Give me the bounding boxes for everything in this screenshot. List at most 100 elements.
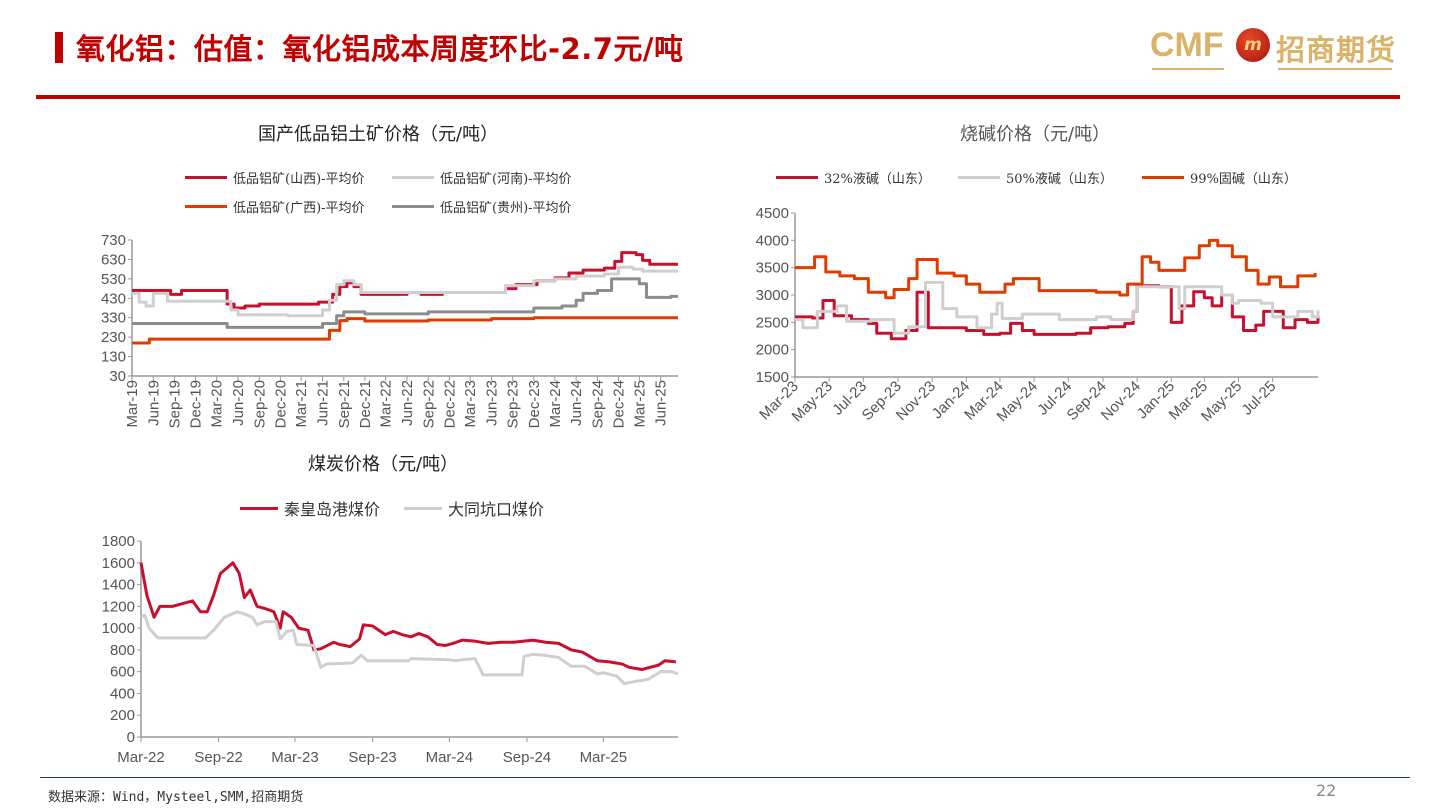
y-tick-label: 600 xyxy=(110,664,135,681)
y-tick-label: 3000 xyxy=(756,287,789,304)
x-tick-label: Mar-24 xyxy=(547,380,564,428)
x-tick-label: Mar-21 xyxy=(293,380,310,428)
x-tick-label: Sep-20 xyxy=(251,380,268,428)
x-tick-label: Sep-21 xyxy=(336,380,353,428)
x-tick-label: Mar-25 xyxy=(631,380,648,428)
y-tick-label: 630 xyxy=(101,251,126,268)
x-tick-label: Mar-23 xyxy=(462,380,479,428)
legend-swatch xyxy=(404,506,442,510)
x-tick-label: Sep-23 xyxy=(348,749,396,766)
x-tick-label: Dec-19 xyxy=(188,380,205,428)
chart3-title: 煤炭价格（元/吨） xyxy=(308,454,459,475)
y-tick-label: 730 xyxy=(101,232,126,249)
logo-chinese: 招商期货 xyxy=(1276,33,1397,67)
x-tick-label: Mar-22 xyxy=(378,380,395,428)
legend-item: 低品铝矿(贵州)-平均价 xyxy=(392,197,572,216)
series-line-2 xyxy=(795,280,1320,335)
legend-item: 低品铝矿(山西)-平均价 xyxy=(185,168,365,187)
x-tick-label: Sep-24 xyxy=(503,749,551,766)
legend-label: 32%液碱（山东） xyxy=(824,172,931,187)
series-line-1 xyxy=(139,561,677,671)
y-tick-label: 30 xyxy=(109,368,126,385)
y-tick-label: 200 xyxy=(110,707,135,724)
footer-divider xyxy=(40,777,1410,778)
y-tick-label: 430 xyxy=(101,290,126,307)
y-tick-label: 4000 xyxy=(756,232,789,249)
x-tick-label: Mar-22 xyxy=(117,749,165,766)
legend-label: 低品铝矿(山西)-平均价 xyxy=(233,172,365,187)
legend-item: 秦皇岛港煤价 xyxy=(240,496,380,520)
legend-item: 50%液碱（山东） xyxy=(958,168,1113,187)
y-tick-label: 230 xyxy=(101,329,126,346)
x-tick-label: Dec-22 xyxy=(441,380,458,428)
legend-item: 32%液碱（山东） xyxy=(776,168,931,187)
legend-label: 低品铝矿(河南)-平均价 xyxy=(440,172,572,187)
legend-label: 99%固碱（山东） xyxy=(1190,172,1297,187)
y-tick-label: 1600 xyxy=(102,555,135,572)
y-tick-label: 3500 xyxy=(756,260,789,277)
x-tick-label: Jun-24 xyxy=(568,380,585,426)
legend-label: 低品铝矿(广西)-平均价 xyxy=(233,201,365,216)
legend-item: 99%固碱（山东） xyxy=(1142,168,1297,187)
x-tick-label: Dec-23 xyxy=(526,380,543,428)
y-tick-label: 1500 xyxy=(756,369,789,386)
x-tick-label: Jun-19 xyxy=(145,380,162,426)
x-tick-label: Jun-22 xyxy=(399,380,416,426)
x-tick-label: Mar-19 xyxy=(124,380,141,428)
legend-item: 低品铝矿(河南)-平均价 xyxy=(392,168,572,187)
series-line-3 xyxy=(132,316,678,345)
y-tick-label: 1200 xyxy=(102,598,135,615)
legend-label: 低品铝矿(贵州)-平均价 xyxy=(440,201,572,216)
y-tick-label: 330 xyxy=(101,310,126,327)
x-tick-label: Jun-25 xyxy=(653,380,670,426)
chart1-title: 国产低品铝土矿价格（元/吨） xyxy=(258,124,499,145)
x-tick-label: Mar-25 xyxy=(580,749,628,766)
x-tick-label: Sep-24 xyxy=(589,380,606,428)
x-tick-label: Sep-22 xyxy=(194,749,242,766)
y-tick-label: 1000 xyxy=(102,620,135,637)
legend-swatch xyxy=(185,176,227,179)
x-tick-label: Mar-20 xyxy=(209,380,226,428)
header-divider xyxy=(36,95,1400,99)
x-tick-label: Mar-24 xyxy=(426,749,474,766)
x-tick-label: Dec-20 xyxy=(272,380,289,428)
x-tick-label: Jun-21 xyxy=(314,380,331,426)
legend-swatch xyxy=(240,506,278,510)
y-tick-label: 2500 xyxy=(756,314,789,331)
series-line-4 xyxy=(132,277,678,329)
x-tick-label: Sep-19 xyxy=(167,380,184,428)
logo-underline xyxy=(1278,68,1392,70)
legend-label: 大同坑口煤价 xyxy=(448,500,545,519)
y-tick-label: 800 xyxy=(110,642,135,659)
x-tick-label: Dec-24 xyxy=(611,380,628,428)
y-tick-label: 2000 xyxy=(756,342,789,359)
x-tick-label: Sep-22 xyxy=(420,380,437,428)
legend-swatch xyxy=(392,205,434,208)
logo-latin: CMF xyxy=(1150,26,1224,64)
legend-item: 低品铝矿(广西)-平均价 xyxy=(185,197,365,216)
y-tick-label: 1800 xyxy=(102,533,135,550)
page-number: 22 xyxy=(1316,781,1337,800)
chart2-title: 烧碱价格（元/吨） xyxy=(960,124,1111,145)
series-line-1 xyxy=(795,284,1320,341)
legend-label: 秦皇岛港煤价 xyxy=(284,500,381,519)
legend-swatch xyxy=(392,176,434,179)
series-line-2 xyxy=(140,610,679,686)
y-tick-label: 130 xyxy=(101,349,126,366)
y-tick-label: 530 xyxy=(101,271,126,288)
legend-swatch xyxy=(185,205,227,208)
y-tick-label: 4500 xyxy=(756,205,789,222)
legend-item: 大同坑口煤价 xyxy=(404,496,544,520)
legend-swatch xyxy=(776,176,818,179)
series-line-3 xyxy=(795,238,1317,300)
y-tick-label: 400 xyxy=(110,685,135,702)
title-accent-bar xyxy=(55,32,63,63)
legend-swatch xyxy=(958,176,1000,179)
legend-swatch xyxy=(1142,176,1184,179)
series-line-2 xyxy=(132,265,678,318)
page-title: 氧化铝：估值：氧化铝成本周度环比-2.7元/吨 xyxy=(76,32,684,66)
logo-underline xyxy=(1152,68,1224,70)
